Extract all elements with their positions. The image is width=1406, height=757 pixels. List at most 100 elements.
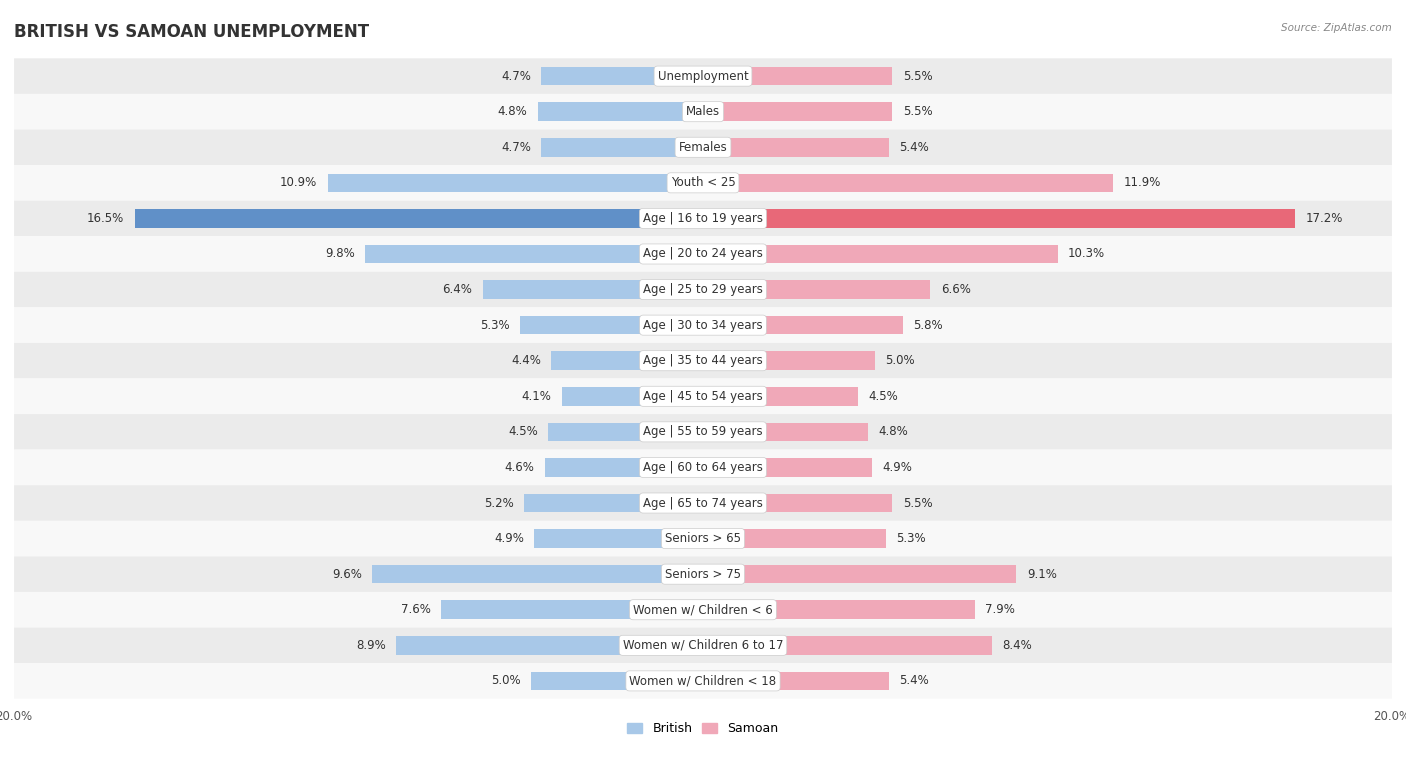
Text: 8.4%: 8.4% (1002, 639, 1032, 652)
Bar (373, 565, 703, 584)
FancyBboxPatch shape (14, 592, 1392, 628)
Bar (703, 387, 858, 406)
Bar (366, 245, 703, 263)
Text: Age | 20 to 24 years: Age | 20 to 24 years (643, 248, 763, 260)
Bar (703, 636, 993, 655)
Text: Males: Males (686, 105, 720, 118)
Bar (703, 458, 872, 477)
Text: 4.7%: 4.7% (501, 70, 531, 83)
Text: Youth < 25: Youth < 25 (671, 176, 735, 189)
Text: 6.4%: 6.4% (443, 283, 472, 296)
FancyBboxPatch shape (14, 556, 1392, 592)
Text: Age | 60 to 64 years: Age | 60 to 64 years (643, 461, 763, 474)
Text: 5.2%: 5.2% (484, 497, 513, 509)
Bar (703, 565, 1017, 584)
FancyBboxPatch shape (14, 450, 1392, 485)
Bar (548, 422, 703, 441)
FancyBboxPatch shape (14, 307, 1392, 343)
FancyBboxPatch shape (14, 201, 1392, 236)
Text: 5.0%: 5.0% (491, 674, 520, 687)
Text: 5.5%: 5.5% (903, 497, 932, 509)
Bar (482, 280, 703, 299)
Bar (520, 316, 703, 335)
Text: Age | 65 to 74 years: Age | 65 to 74 years (643, 497, 763, 509)
Text: 9.6%: 9.6% (332, 568, 361, 581)
Bar (441, 600, 703, 619)
Bar (562, 387, 703, 406)
Text: Age | 35 to 44 years: Age | 35 to 44 years (643, 354, 763, 367)
Text: 4.4%: 4.4% (512, 354, 541, 367)
FancyBboxPatch shape (14, 129, 1392, 165)
Bar (537, 102, 703, 121)
Text: 4.8%: 4.8% (498, 105, 527, 118)
Text: Females: Females (679, 141, 727, 154)
Text: 11.9%: 11.9% (1123, 176, 1160, 189)
Bar (135, 209, 703, 228)
Text: 9.1%: 9.1% (1026, 568, 1057, 581)
Bar (703, 173, 1114, 192)
Text: 4.9%: 4.9% (494, 532, 524, 545)
Text: 4.8%: 4.8% (879, 425, 908, 438)
Bar (328, 173, 703, 192)
Bar (703, 494, 893, 512)
Bar (541, 138, 703, 157)
FancyBboxPatch shape (14, 272, 1392, 307)
Text: 5.0%: 5.0% (886, 354, 915, 367)
FancyBboxPatch shape (14, 663, 1392, 699)
Bar (551, 351, 703, 370)
Text: Unemployment: Unemployment (658, 70, 748, 83)
Bar (396, 636, 703, 655)
Text: Age | 16 to 19 years: Age | 16 to 19 years (643, 212, 763, 225)
Bar (703, 600, 976, 619)
Text: BRITISH VS SAMOAN UNEMPLOYMENT: BRITISH VS SAMOAN UNEMPLOYMENT (14, 23, 370, 41)
Text: Source: ZipAtlas.com: Source: ZipAtlas.com (1281, 23, 1392, 33)
Text: 5.5%: 5.5% (903, 70, 932, 83)
Text: Seniors > 75: Seniors > 75 (665, 568, 741, 581)
Legend: British, Samoan: British, Samoan (623, 717, 783, 740)
Bar (703, 245, 1057, 263)
Text: 4.6%: 4.6% (505, 461, 534, 474)
Bar (534, 529, 703, 548)
Text: 10.3%: 10.3% (1069, 248, 1105, 260)
FancyBboxPatch shape (14, 414, 1392, 450)
Bar (703, 422, 869, 441)
FancyBboxPatch shape (14, 343, 1392, 378)
Text: 7.6%: 7.6% (401, 603, 430, 616)
FancyBboxPatch shape (14, 58, 1392, 94)
Text: 5.8%: 5.8% (912, 319, 943, 332)
Bar (703, 529, 886, 548)
FancyBboxPatch shape (14, 628, 1392, 663)
FancyBboxPatch shape (14, 165, 1392, 201)
Bar (524, 494, 703, 512)
Text: Age | 45 to 54 years: Age | 45 to 54 years (643, 390, 763, 403)
FancyBboxPatch shape (14, 521, 1392, 556)
Text: Women w/ Children 6 to 17: Women w/ Children 6 to 17 (623, 639, 783, 652)
Bar (703, 67, 893, 86)
Bar (541, 67, 703, 86)
Text: 9.8%: 9.8% (325, 248, 356, 260)
Text: 5.3%: 5.3% (481, 319, 510, 332)
Text: Women w/ Children < 6: Women w/ Children < 6 (633, 603, 773, 616)
Text: Age | 55 to 59 years: Age | 55 to 59 years (643, 425, 763, 438)
Text: 4.5%: 4.5% (869, 390, 898, 403)
Text: Women w/ Children < 18: Women w/ Children < 18 (630, 674, 776, 687)
FancyBboxPatch shape (14, 485, 1392, 521)
Text: 6.6%: 6.6% (941, 283, 970, 296)
Text: 4.1%: 4.1% (522, 390, 551, 403)
Bar (703, 351, 875, 370)
Bar (703, 316, 903, 335)
Text: 17.2%: 17.2% (1306, 212, 1343, 225)
Bar (703, 209, 1295, 228)
Bar (703, 138, 889, 157)
Text: 5.5%: 5.5% (903, 105, 932, 118)
Bar (703, 671, 889, 690)
Text: 16.5%: 16.5% (87, 212, 124, 225)
Bar (703, 102, 893, 121)
FancyBboxPatch shape (14, 236, 1392, 272)
FancyBboxPatch shape (14, 378, 1392, 414)
Text: 4.5%: 4.5% (508, 425, 537, 438)
Text: Age | 30 to 34 years: Age | 30 to 34 years (643, 319, 763, 332)
Text: 5.3%: 5.3% (896, 532, 925, 545)
FancyBboxPatch shape (14, 94, 1392, 129)
Bar (544, 458, 703, 477)
